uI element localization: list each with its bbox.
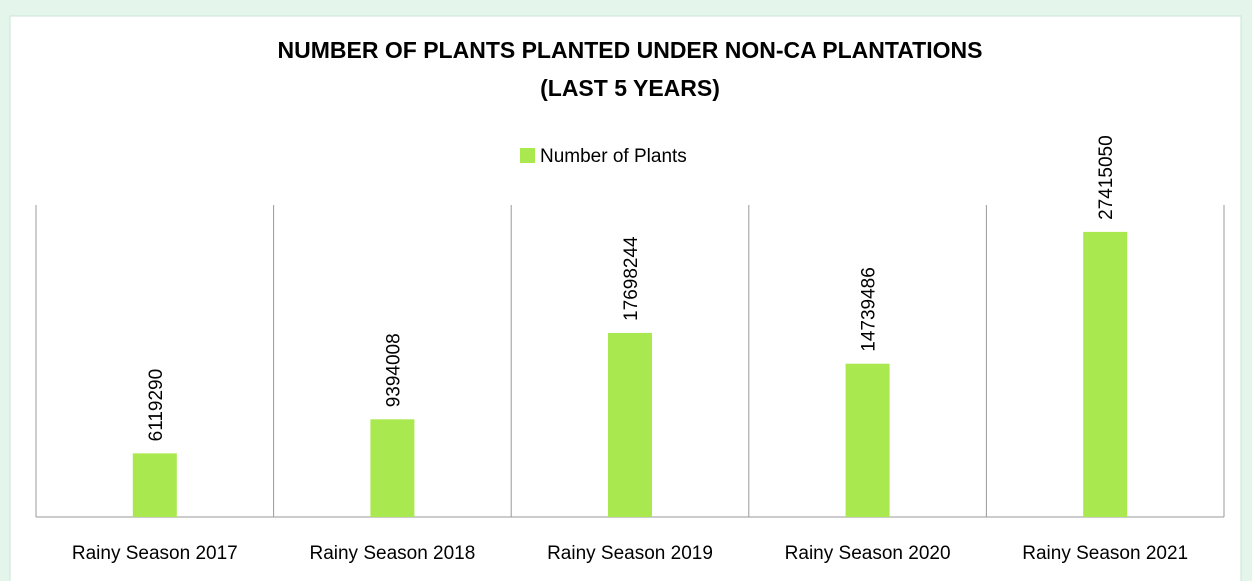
- x-tick-label: Rainy Season 2019: [547, 543, 713, 564]
- data-label: 14739486: [859, 267, 880, 352]
- x-tick-label: Rainy Season 2018: [309, 543, 475, 564]
- data-label: 27415050: [1096, 135, 1117, 220]
- bar: [132, 453, 177, 517]
- data-label: 17698244: [621, 236, 642, 321]
- chart-title: (LAST 5 YEARS): [540, 75, 720, 101]
- x-tick-label: Rainy Season 2017: [72, 543, 238, 564]
- bar: [608, 332, 652, 517]
- data-label: 6119290: [146, 369, 167, 442]
- bar: [370, 419, 415, 517]
- bar: [845, 363, 890, 517]
- data-label: 9394008: [383, 333, 404, 407]
- x-tick-label: Rainy Season 2021: [1022, 543, 1188, 564]
- legend-label: Number of Plants: [540, 146, 687, 167]
- bar: [1083, 231, 1128, 517]
- x-tick-label: Rainy Season 2020: [785, 543, 951, 564]
- chart-title: NUMBER OF PLANTS PLANTED UNDER NON-CA PL…: [278, 37, 983, 63]
- legend-swatch: [520, 148, 535, 163]
